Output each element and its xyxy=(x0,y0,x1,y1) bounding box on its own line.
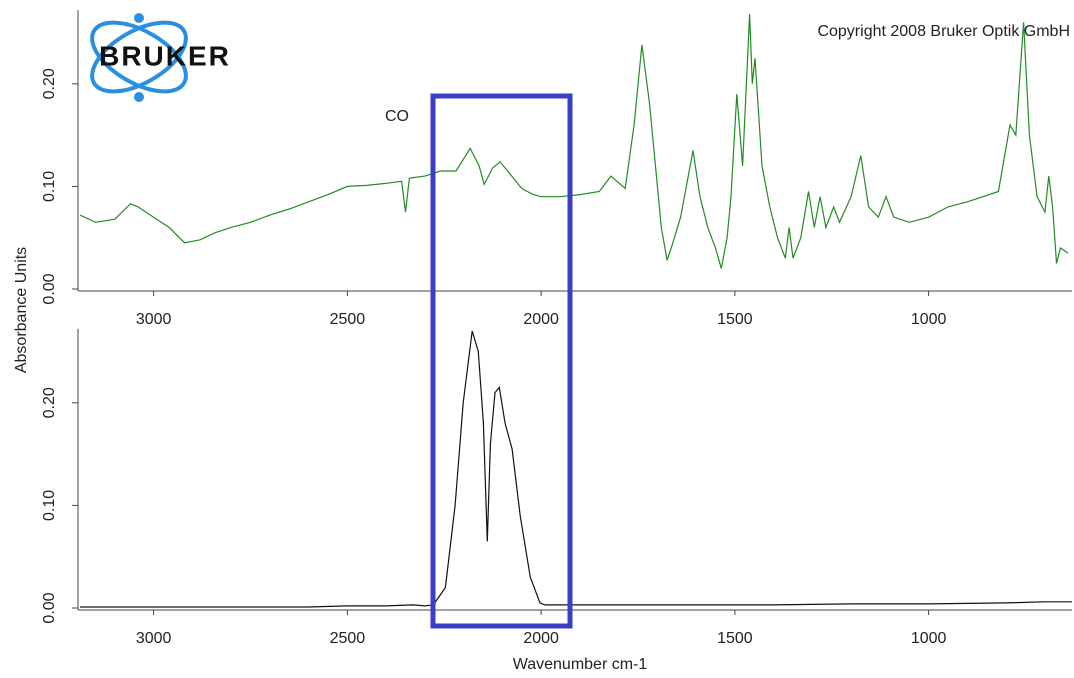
y-tick-label: 0.20 xyxy=(41,68,58,99)
x-axis-label: Wavenumber cm-1 xyxy=(513,656,648,673)
x-tick-label: 2500 xyxy=(330,311,366,328)
logo-dot xyxy=(134,92,144,102)
peak-label: CO xyxy=(385,108,409,125)
x-tick-label: 2000 xyxy=(523,311,559,328)
logo-text: BRUKER xyxy=(99,40,231,71)
x-tick-label: 3000 xyxy=(136,630,172,647)
y-tick-label: 0.00 xyxy=(41,273,58,304)
logo-orbit xyxy=(90,20,188,94)
copyright: Copyright 2008 Bruker Optik GmbH xyxy=(817,23,1070,40)
highlight-box xyxy=(430,93,573,629)
x-tick-label: 2000 xyxy=(523,630,559,647)
x-tick-label: 1500 xyxy=(717,630,753,647)
y-tick-label: 0.10 xyxy=(41,171,58,202)
x-tick-label: 1000 xyxy=(911,311,947,328)
x-tick-label: 2500 xyxy=(330,630,366,647)
y-axis-label: Absorbance Units xyxy=(13,247,30,373)
spectrum-line xyxy=(80,330,1072,608)
spectrum-line xyxy=(79,14,1069,269)
x-tick-label: 3000 xyxy=(136,311,172,328)
y-tick-label: 0.00 xyxy=(41,592,58,623)
y-tick-label: 0.20 xyxy=(41,387,58,418)
x-tick-label: 1500 xyxy=(717,311,753,328)
logo: BRUKER xyxy=(90,13,231,102)
logo-dot xyxy=(134,13,144,23)
x-tick-label: 1000 xyxy=(911,630,947,647)
logo-orbit xyxy=(90,20,188,94)
y-tick-label: 0.10 xyxy=(41,490,58,521)
